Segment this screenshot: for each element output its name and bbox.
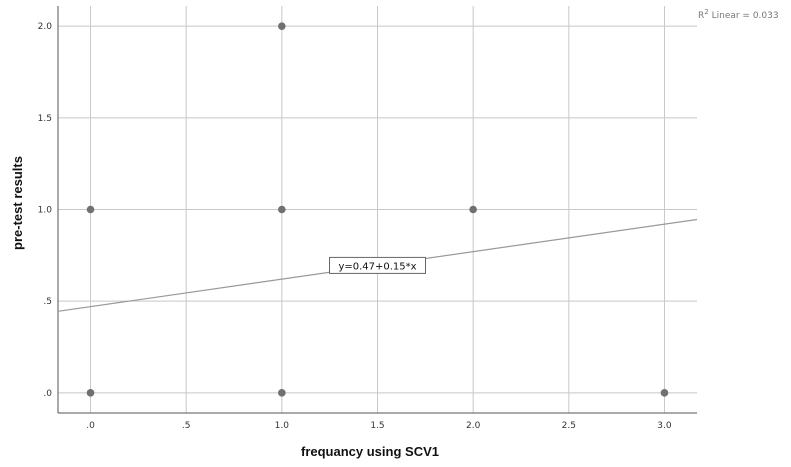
data-point (278, 389, 286, 397)
tick-labels: .0 .5 1.0 1.5 2.0 2.5 3.0 .0 .5 1.0 1.5 2.0 (38, 22, 672, 431)
data-point (660, 389, 669, 397)
axes (57, 6, 697, 414)
data-point (278, 205, 286, 214)
x-tick-label: .0 (86, 421, 95, 431)
equation-label: y=0.47+0.15*x (338, 261, 416, 272)
x-tick-label: 1.0 (275, 421, 290, 431)
y-tick-label: 2.0 (38, 22, 53, 32)
x-tick-label: .5 (182, 421, 191, 431)
x-tick-label: 3.0 (657, 421, 672, 431)
x-tick-label: 1.5 (370, 421, 384, 431)
data-points (86, 22, 669, 397)
fit-line-group: y=0.47+0.15*x (57, 218, 698, 312)
r2-legend-prefix: R (698, 11, 704, 21)
data-point (278, 22, 286, 30)
y-tick-label: .0 (43, 389, 52, 399)
x-axis-title: frequancy using SCV1 (301, 444, 439, 459)
y-axis-title: pre-test results (10, 156, 25, 250)
r2-legend-superscript: 2 (704, 8, 708, 16)
data-point (469, 205, 477, 214)
equation-box (329, 256, 426, 274)
y-tick-label: 1.5 (38, 114, 52, 124)
y-tick-label: 1.0 (38, 206, 53, 216)
data-point (86, 389, 95, 397)
r2-legend-value: Linear = 0.033 (709, 11, 779, 21)
grid-lines (58, 6, 697, 413)
r2-legend: R2 Linear = 0.033 (698, 8, 779, 21)
data-point (86, 205, 95, 214)
x-tick-label: 2.5 (562, 421, 576, 431)
x-tick-label: 2.0 (466, 421, 481, 431)
y-tick-label: .5 (43, 297, 52, 307)
